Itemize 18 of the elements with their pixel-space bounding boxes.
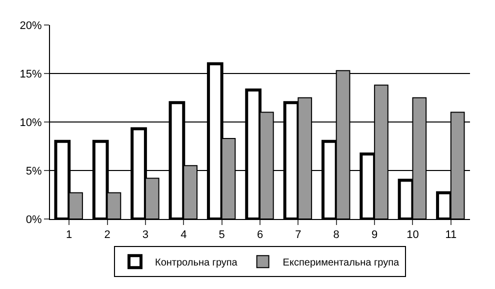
x-tick-label: 5 [218,229,225,242]
x-tick-label: 6 [256,229,264,242]
y-tick-label: 0% [26,214,42,226]
x-tick-label: 3 [142,229,149,242]
x-tick-label: 4 [180,229,187,242]
x-tick-label: 10 [406,229,419,242]
y-tick-label: 10% [20,116,42,129]
legend-label: Експериментальна група [282,258,400,269]
x-tick-label: 9 [371,229,378,242]
x-tick-label: 11 [445,229,457,242]
x-tick-label: 2 [104,229,110,242]
x-tick-label: 8 [333,229,340,242]
y-tick-label: 15% [20,68,42,80]
y-tick-label: 20% [20,20,42,32]
legend-label: Контрольна група [155,258,238,269]
x-tick-label: 7 [295,229,302,242]
x-tick-label: 1 [66,229,72,242]
y-tick-label: 5% [26,165,42,178]
